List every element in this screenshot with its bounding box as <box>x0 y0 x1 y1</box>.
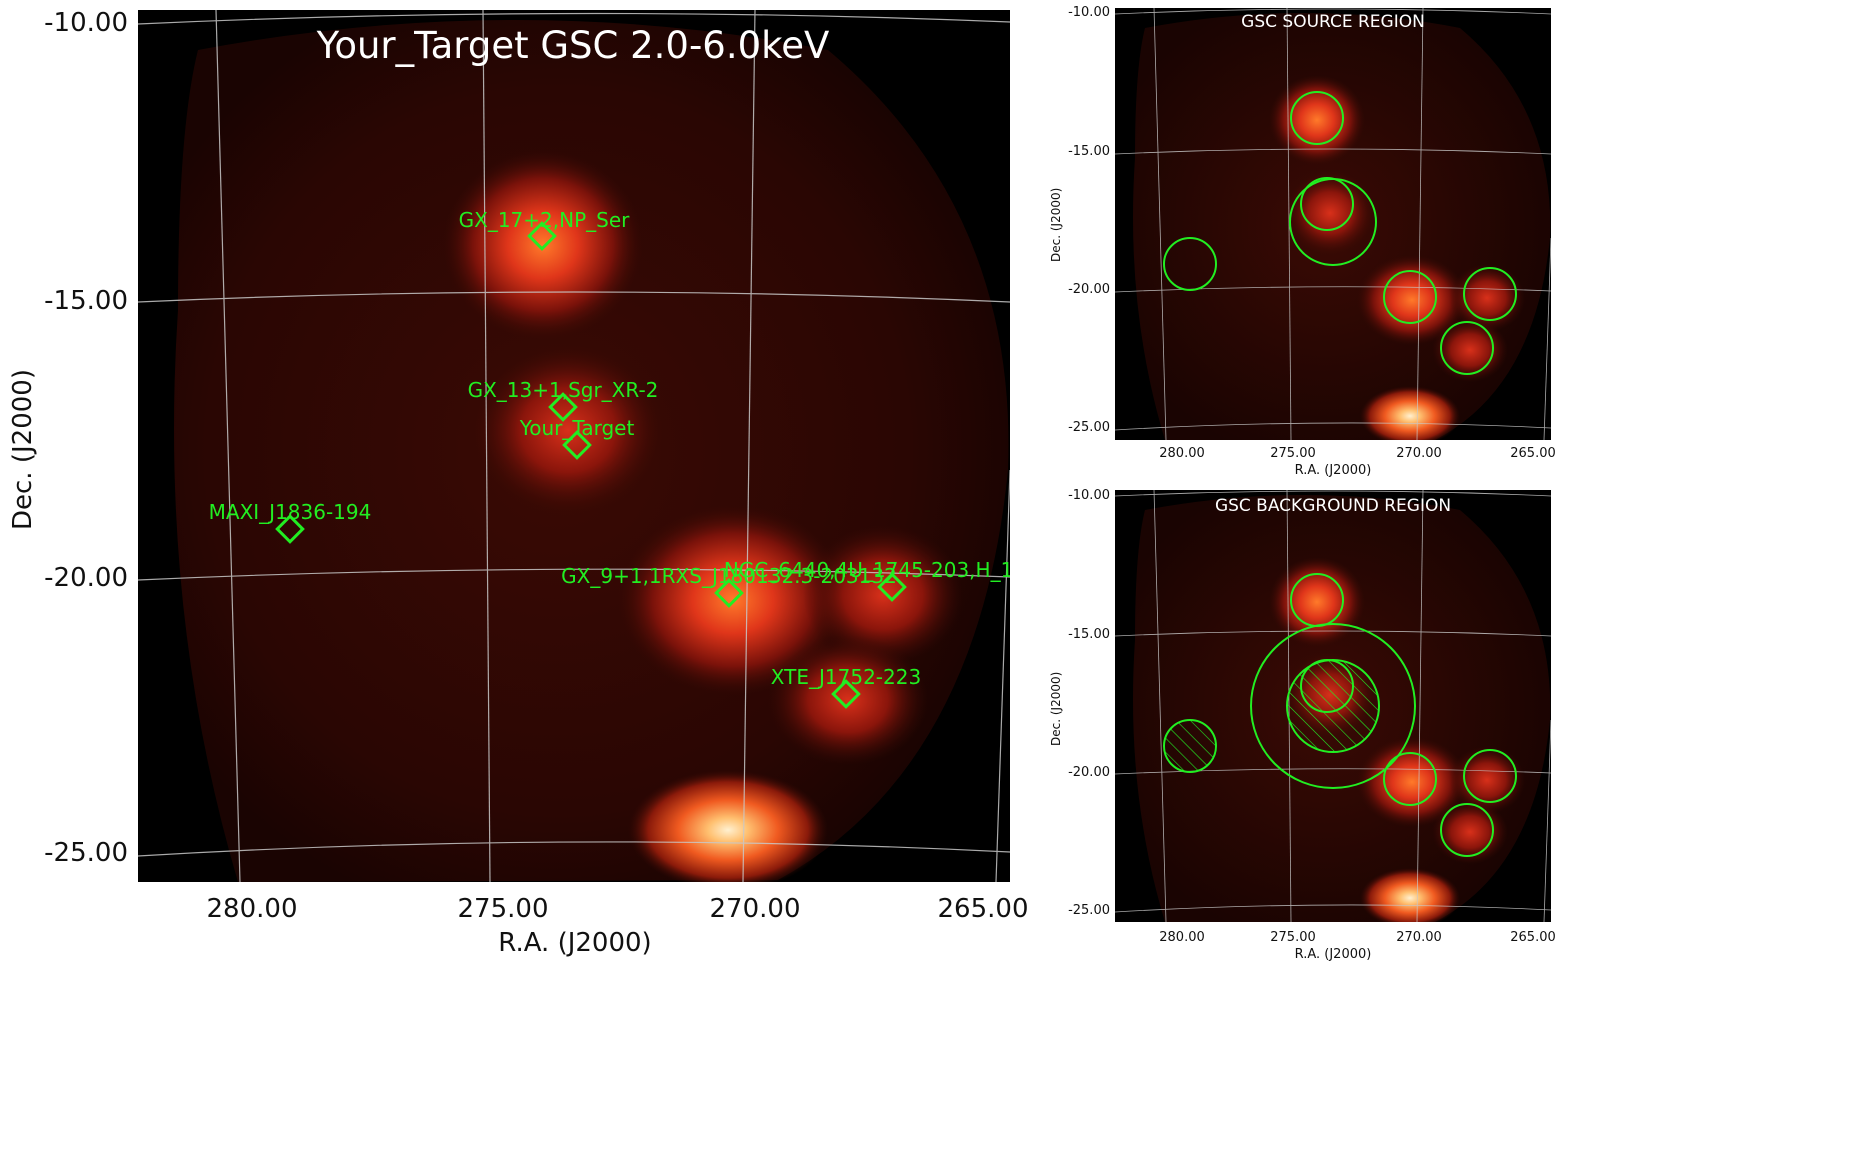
source-label-maxi: MAXI_J1836-194 <box>208 500 372 524</box>
source-region-title: GSC SOURCE REGION <box>1241 12 1425 32</box>
glow-bright-source <box>628 770 828 882</box>
source-markers <box>275 221 907 709</box>
source-label-xte: XTE_J1752-223 <box>770 665 922 689</box>
source-label-gx17: GX_17+2,NP_Ser <box>458 208 630 232</box>
main-y-tick-label: -25.00 <box>44 838 128 868</box>
main-x-tick-label: 280.00 <box>206 894 298 924</box>
source-x-tick-label: 275.00 <box>1270 446 1316 461</box>
source-y-tick-label: -20.00 <box>1068 282 1110 297</box>
glow-xte <box>768 635 928 765</box>
main-y-tick-label: -15.00 <box>44 286 128 316</box>
source-y-tick-label: -15.00 <box>1068 144 1110 159</box>
main-sky-image: Your_Target GSC 2.0-6.0keV GX_17+2,NP_Se… <box>138 10 1010 882</box>
background-region-svg <box>1115 490 1551 922</box>
background-region-image: GSC BACKGROUND REGION <box>1115 490 1551 922</box>
background-y-axis-label: Dec. (J2000) <box>1049 671 1063 746</box>
background-x-tick-label: 280.00 <box>1159 930 1205 945</box>
background-x-tick-label: 270.00 <box>1396 930 1442 945</box>
background-y-tick-label: -25.00 <box>1068 903 1110 918</box>
source-label-your-target: Your_Target <box>519 416 635 440</box>
main-x-tick-label: 265.00 <box>937 894 1029 924</box>
source-y-tick-label: -25.00 <box>1068 420 1110 435</box>
background-y-tick-label: -15.00 <box>1068 627 1110 642</box>
source-y-axis-label: Dec. (J2000) <box>1049 187 1063 262</box>
main-y-tick-label: -20.00 <box>44 563 128 593</box>
background-x-tick-label: 265.00 <box>1510 930 1556 945</box>
main-sky-svg <box>138 10 1010 882</box>
source-x-tick-label: 270.00 <box>1396 446 1442 461</box>
glow-gx17 <box>443 150 643 340</box>
source-label-ngc6440: NGC_6440,4U_1745-203,H_1745-20 <box>723 558 1010 582</box>
source-region-image: GSC SOURCE REGION <box>1115 8 1551 440</box>
source-y-tick-label: -10.00 <box>1068 5 1110 20</box>
source-x-tick-label: 280.00 <box>1159 446 1205 461</box>
background-y-tick-label: -10.00 <box>1068 488 1110 503</box>
source-region-svg <box>1115 8 1551 440</box>
main-title: Your_Target GSC 2.0-6.0keV <box>316 24 830 67</box>
glow-gx13 <box>473 345 663 515</box>
source-x-tick-label: 265.00 <box>1510 446 1556 461</box>
source-x-axis-label: R.A. (J2000) <box>1294 463 1372 478</box>
main-x-tick-label: 270.00 <box>709 894 801 924</box>
main-x-tick-label: 275.00 <box>457 894 549 924</box>
background-x-axis-label: R.A. (J2000) <box>1294 947 1372 962</box>
main-y-tick-label: -10.00 <box>44 8 128 38</box>
source-label-gx9: GX_9+1,1RXS_J180132.3-203132 <box>561 564 897 588</box>
glow-ngc6440 <box>803 525 963 665</box>
main-x-axis-label: R.A. (J2000) <box>498 928 652 958</box>
source-label-gx13: GX_13+1,Sgr_XR-2 <box>467 378 659 402</box>
background-y-tick-label: -20.00 <box>1068 765 1110 780</box>
coordinate-grid <box>138 10 1010 882</box>
background-x-tick-label: 275.00 <box>1270 930 1316 945</box>
main-y-axis-label: Dec. (J2000) <box>8 369 38 530</box>
background-region-title: GSC BACKGROUND REGION <box>1214 496 1452 516</box>
